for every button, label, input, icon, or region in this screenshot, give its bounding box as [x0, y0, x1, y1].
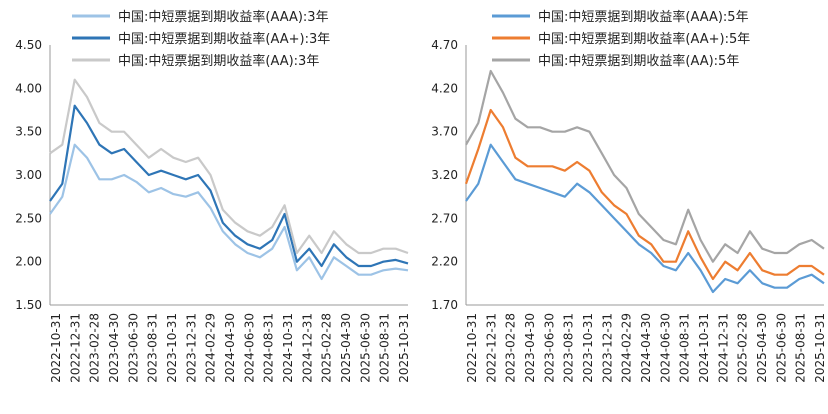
x-tick-label: 2023-10-31 — [581, 313, 595, 383]
x-tick-label: 2025-06-30 — [774, 313, 788, 383]
x-tick-label: 2024-12-31 — [716, 313, 730, 383]
legend-label: 中国:中短票据到期收益率(AA+):3年 — [118, 31, 330, 47]
series-line-3 — [49, 78, 409, 255]
legend-label: 中国:中短票据到期收益率(AA+):5年 — [538, 31, 750, 47]
y-tick-label: 2.70 — [431, 211, 458, 225]
x-tick-label: 2023-04-30 — [523, 313, 537, 383]
legend-label: 中国:中短票据到期收益率(AAA):3年 — [118, 9, 329, 25]
y-tick-label: 3.50 — [15, 125, 42, 139]
x-tick-label: 2023-02-28 — [88, 313, 102, 383]
y-tick-label: 2.50 — [15, 211, 42, 225]
x-tick-label: 2024-10-31 — [281, 313, 295, 383]
x-tick-label: 2024-08-31 — [262, 313, 276, 383]
x-tick-label: 2024-12-31 — [300, 313, 314, 383]
x-tick-label: 2023-06-30 — [542, 313, 556, 383]
x-tick-label: 2025-04-30 — [755, 313, 769, 383]
x-tick-label: 2024-02-29 — [620, 313, 634, 383]
y-tick-label: 3.20 — [431, 168, 458, 182]
y-tick-label: 4.50 — [15, 38, 42, 52]
x-tick-label: 2025-04-30 — [339, 313, 353, 383]
series-line-2 — [464, 108, 825, 281]
x-tick-label: 2024-06-30 — [658, 313, 672, 383]
x-tick-label: 2024-08-31 — [678, 313, 692, 383]
y-tick-label: 4.20 — [431, 81, 458, 95]
x-tick-label: 2024-04-30 — [639, 313, 653, 383]
x-tick-label: 2023-12-31 — [184, 313, 198, 383]
x-tick-label: 2023-08-31 — [562, 313, 576, 383]
x-tick-label: 2024-10-31 — [697, 313, 711, 383]
x-tick-label: 2022-10-31 — [465, 313, 479, 383]
x-tick-label: 2025-08-31 — [794, 313, 808, 383]
x-tick-label: 2022-12-31 — [484, 313, 498, 383]
y-tick-label: 1.50 — [15, 298, 42, 312]
y-tick-label: 4.70 — [431, 38, 458, 52]
x-tick-label: 2023-06-30 — [126, 313, 140, 383]
y-tick-label: 3.70 — [431, 125, 458, 139]
series-line-1 — [465, 143, 825, 294]
y-tick-label: 2.20 — [431, 255, 458, 269]
series-line-3 — [465, 69, 825, 263]
series-line-2 — [49, 104, 409, 268]
legend-label: 中国:中短票据到期收益率(AA):3年 — [118, 53, 319, 69]
y-tick-label: 4.00 — [15, 81, 42, 95]
x-tick-label: 2025-08-31 — [378, 313, 392, 383]
series-line-1 — [49, 143, 409, 281]
x-tick-label: 2022-10-31 — [49, 313, 63, 383]
x-tick-label: 2025-02-28 — [736, 313, 750, 383]
legend-label: 中国:中短票据到期收益率(AAA):5年 — [538, 9, 749, 25]
x-tick-label: 2025-06-30 — [358, 313, 372, 383]
x-tick-label: 2025-10-31 — [813, 313, 827, 383]
x-tick-label: 2024-06-30 — [242, 313, 256, 383]
y-tick-label: 3.00 — [15, 168, 42, 182]
y-tick-label: 2.00 — [15, 255, 42, 269]
x-tick-label: 2023-04-30 — [107, 313, 121, 383]
x-tick-label: 2023-12-31 — [600, 313, 614, 383]
x-tick-label: 2023-10-31 — [165, 313, 179, 383]
legend-label: 中国:中短票据到期收益率(AA):5年 — [538, 53, 739, 69]
x-tick-label: 2024-04-30 — [223, 313, 237, 383]
x-tick-label: 2025-10-31 — [397, 313, 411, 383]
x-tick-label: 2023-08-31 — [146, 313, 160, 383]
x-tick-label: 2023-02-28 — [504, 313, 518, 383]
y-tick-label: 1.70 — [431, 298, 458, 312]
x-tick-label: 2025-02-28 — [320, 313, 334, 383]
x-tick-label: 2024-02-29 — [204, 313, 218, 383]
x-tick-label: 2022-12-31 — [68, 313, 82, 383]
